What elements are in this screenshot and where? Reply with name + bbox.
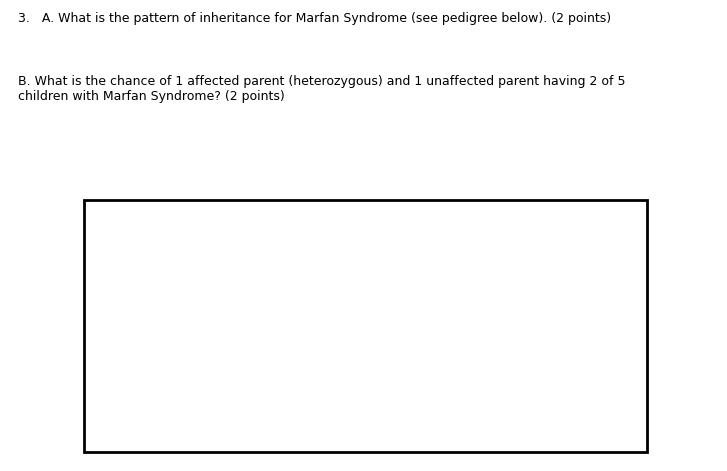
Ellipse shape [177,277,216,299]
Ellipse shape [430,328,469,349]
Ellipse shape [374,227,413,249]
Bar [238,380,284,405]
Ellipse shape [560,328,599,349]
Bar [309,326,354,351]
Ellipse shape [512,382,551,403]
Text: 3.   A. What is the pattern of inheritance for Marfan Syndrome (see pedigree bel: 3. A. What is the pattern of inheritance… [18,12,611,25]
Bar [309,225,354,251]
Ellipse shape [552,382,590,403]
Bar [340,276,385,301]
Ellipse shape [292,382,332,403]
Bar [470,380,515,405]
Text: www.examplesof.net: www.examplesof.net [97,211,192,220]
Text: B. What is the chance of 1 affected parent (heterozygous) and 1 unaffected paren: B. What is the chance of 1 affected pare… [18,75,626,103]
Bar [106,380,151,405]
Bar [368,380,413,405]
Bar [506,276,551,301]
Bar [492,326,537,351]
Bar [129,326,174,351]
Ellipse shape [571,277,610,299]
Bar [163,380,208,405]
Ellipse shape [332,382,371,403]
Ellipse shape [205,382,244,403]
Ellipse shape [151,382,190,403]
Ellipse shape [230,328,269,349]
Ellipse shape [182,328,221,349]
Bar [368,326,413,351]
